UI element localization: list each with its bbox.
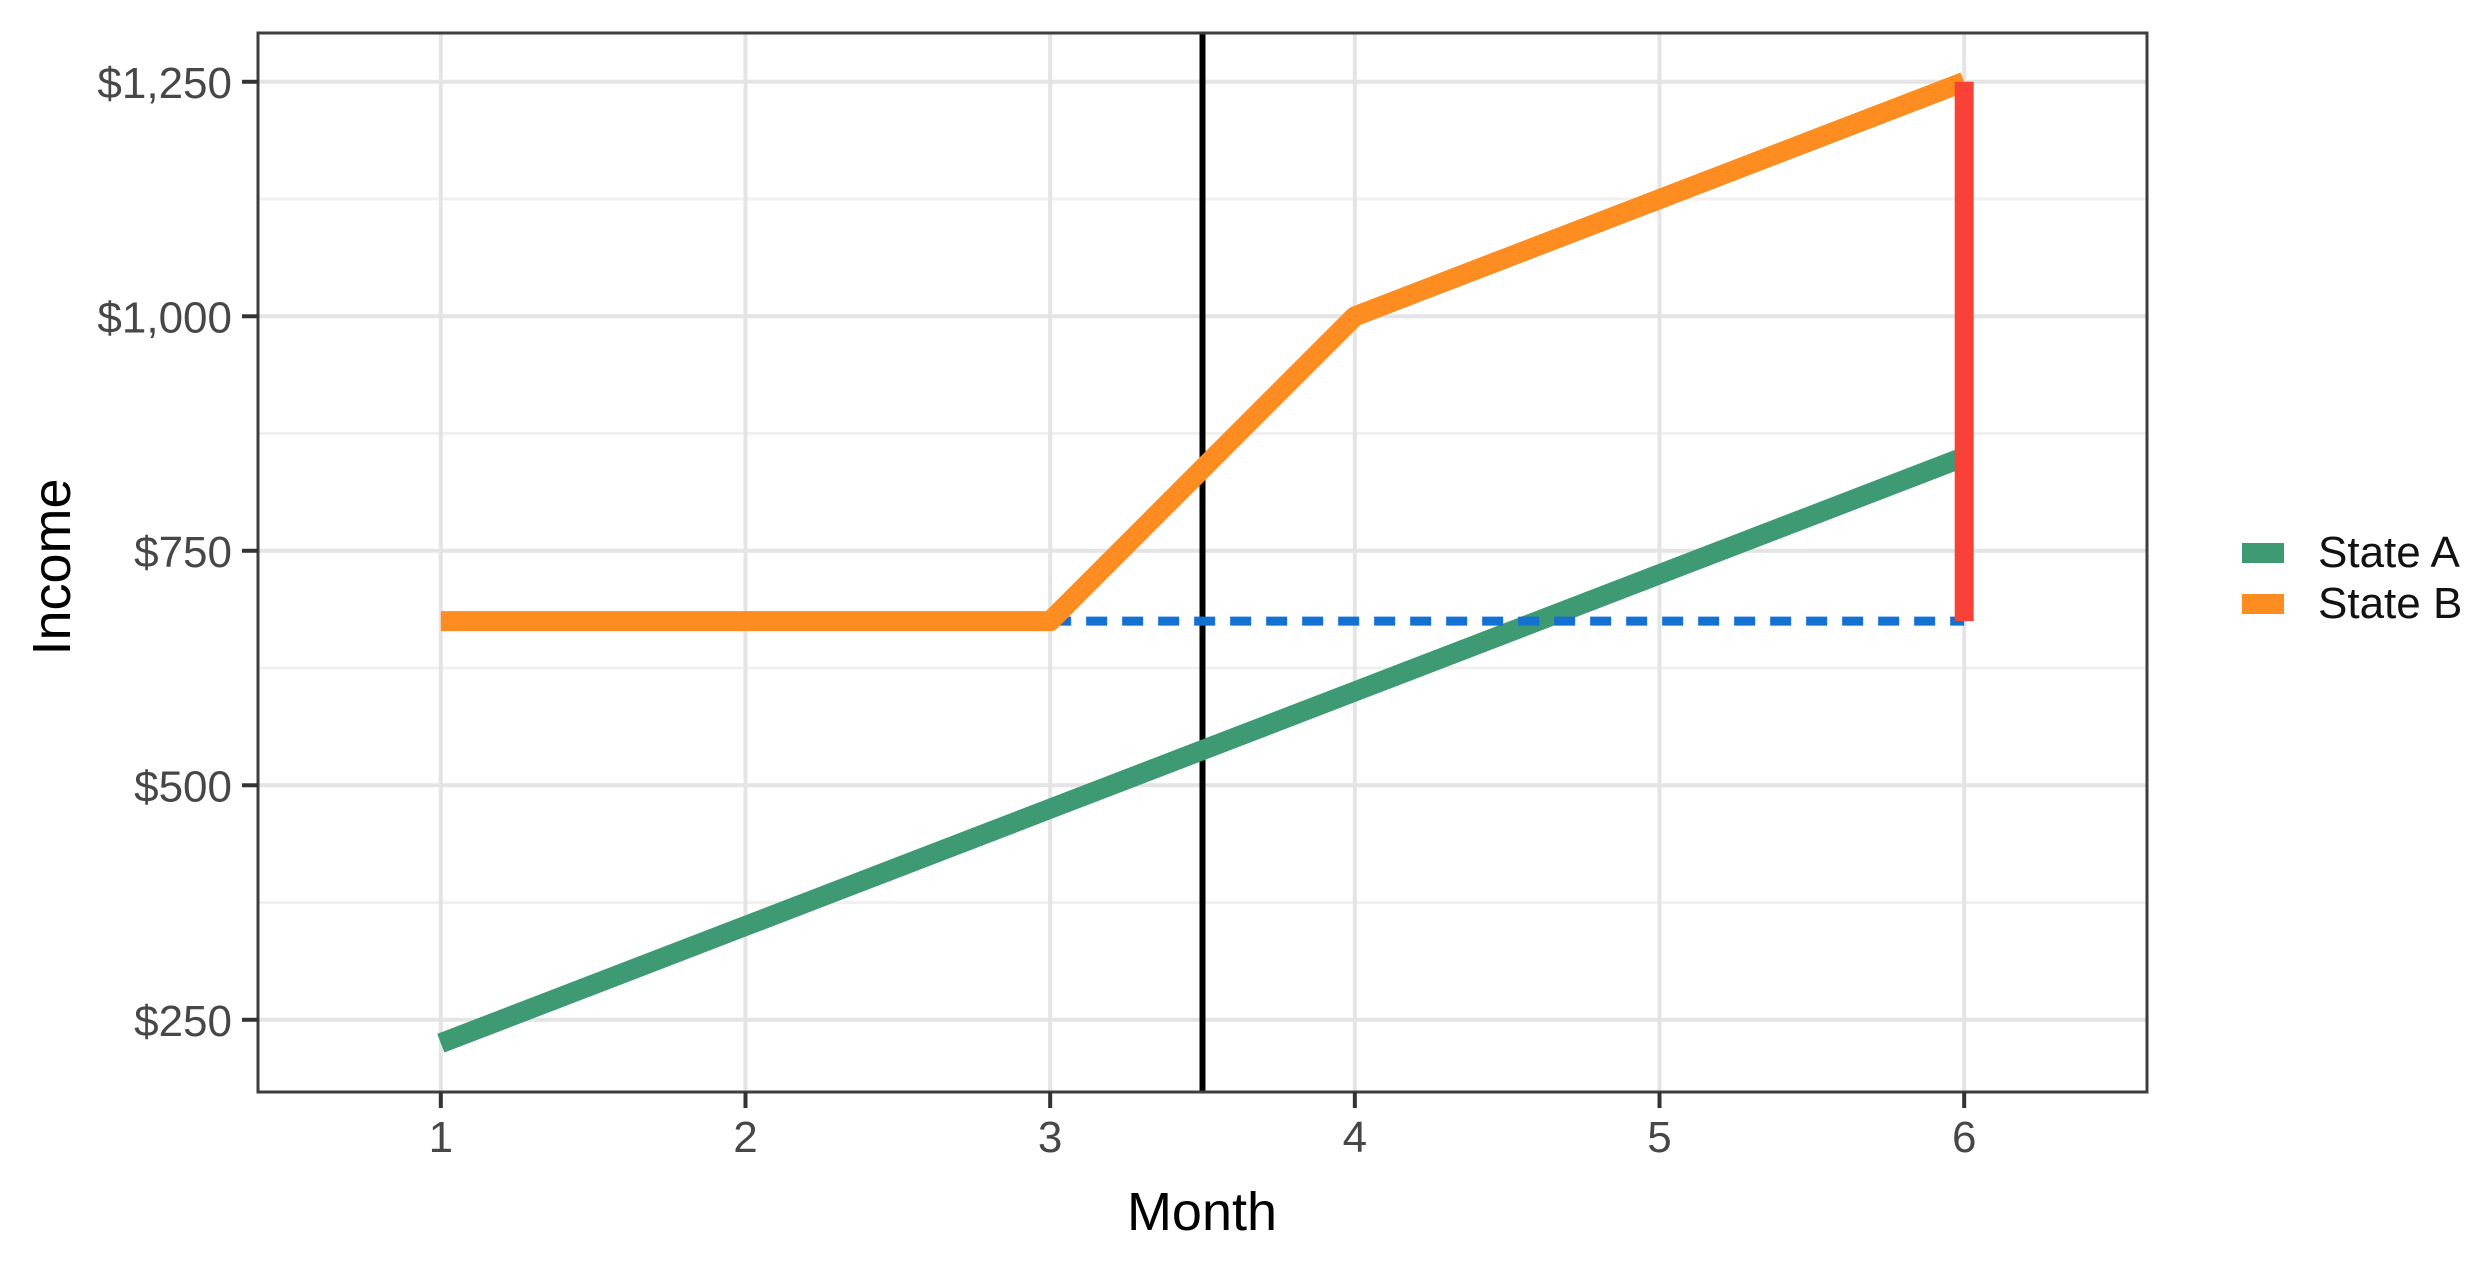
y-tick-label: $500 [134, 762, 232, 811]
y-tick-label: $1,000 [97, 293, 232, 342]
x-tick-label: 4 [1343, 1113, 1367, 1162]
legend-swatch-state-a [2242, 542, 2284, 563]
legend-label-state-b: State B [2318, 578, 2463, 628]
x-tick-label: 3 [1038, 1113, 1062, 1162]
legend-item-state-b: State B [2242, 578, 2462, 629]
legend: State A State B [2242, 527, 2462, 629]
x-tick-label: 2 [733, 1113, 757, 1162]
x-tick-label: 6 [1952, 1113, 1976, 1162]
legend-label-state-a: State A [2318, 527, 2460, 577]
x-axis-title: Month [1126, 1182, 1278, 1242]
y-tick-label: $250 [134, 997, 232, 1046]
y-tick-label: $1,250 [97, 59, 232, 108]
legend-swatch-state-b [2242, 593, 2284, 614]
state-a-line [437, 447, 1968, 1053]
y-tick-label: $750 [134, 528, 232, 577]
legend-item-state-a: State A [2242, 527, 2462, 578]
x-tick-label: 5 [1647, 1113, 1671, 1162]
panel-border [256, 31, 2149, 1094]
state-b-line [440, 72, 1968, 632]
y-axis-title: Income [22, 478, 82, 656]
x-tick-label: 1 [429, 1113, 453, 1162]
